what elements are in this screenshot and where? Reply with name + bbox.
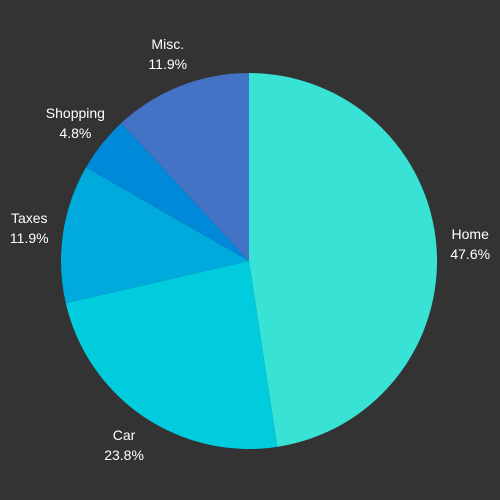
- slice-label-name: Shopping: [45, 104, 105, 121]
- pie-slice-misc: [121, 73, 249, 261]
- slice-label-taxes: Taxes 11.9%: [10, 208, 49, 248]
- pie-slice-shopping: [85, 123, 250, 262]
- slice-label-car: Car 23.8%: [104, 425, 144, 465]
- slice-label-value: 47.6%: [450, 246, 491, 263]
- slice-label-name: Taxes: [10, 210, 48, 227]
- pie-slice-home: [249, 72, 438, 447]
- pie-slice-car: [65, 261, 278, 450]
- slice-label-misc: Misc. 11.9%: [148, 34, 187, 74]
- slice-label-value: 4.8%: [59, 124, 92, 141]
- slice-label-value: 11.9%: [148, 56, 188, 73]
- slice-label-value: 23.8%: [104, 446, 144, 463]
- slice-label-name: Car: [112, 426, 136, 443]
- slice-label-shopping: Shopping 4.8%: [46, 103, 105, 143]
- slice-label-name: Home: [451, 226, 489, 243]
- slice-label-home: Home 47.6%: [450, 224, 490, 264]
- pie-slice-taxes: [61, 167, 249, 304]
- slice-label-value: 11.9%: [9, 230, 49, 247]
- slice-label-name: Misc.: [151, 36, 185, 53]
